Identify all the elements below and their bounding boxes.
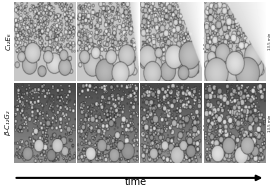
Text: C₁₂E₆: C₁₂E₆ [5,33,11,50]
Text: 0.0 min: 0.0 min [78,34,82,49]
Text: 9.0 min: 9.0 min [204,34,208,49]
Text: 9.0 min: 9.0 min [204,115,208,130]
Text: time: time [125,177,147,187]
Text: 13.5 min: 13.5 min [268,114,272,132]
Text: 4.5 min: 4.5 min [141,34,145,49]
Text: 0.0 min: 0.0 min [78,115,82,130]
Text: 13.5 min: 13.5 min [268,33,272,50]
Text: β-C₁₂G₂: β-C₁₂G₂ [5,110,11,136]
Text: 4.5 min: 4.5 min [141,115,145,130]
